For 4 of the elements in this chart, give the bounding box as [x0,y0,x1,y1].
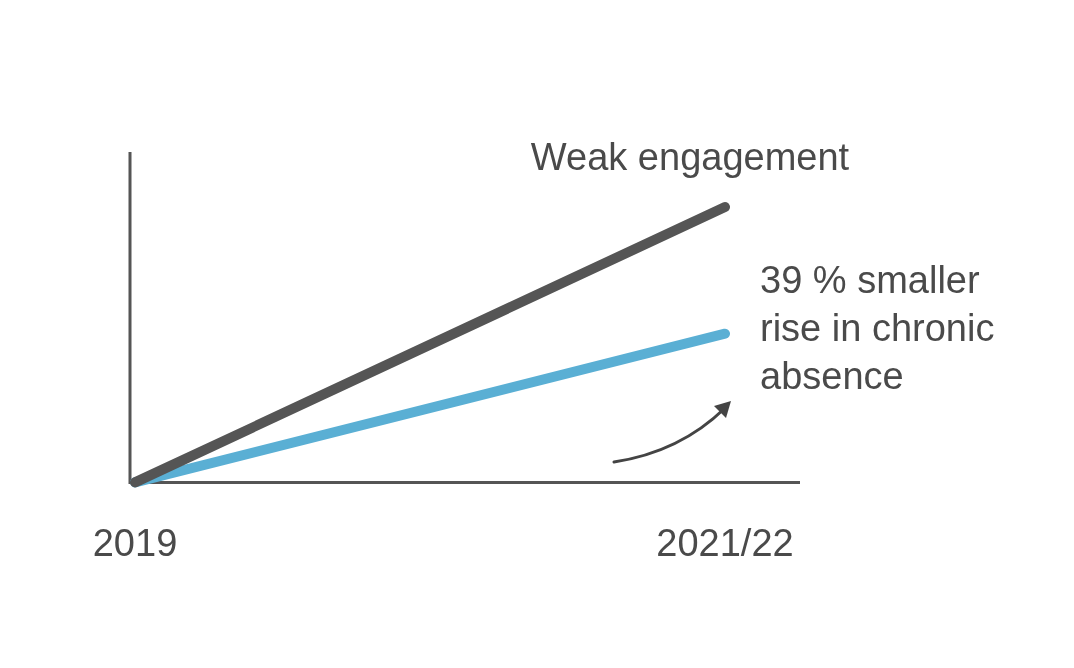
x-tick-label: 2021/22 [656,521,794,564]
annotation: 39 % smaller rise in chronic absence [760,259,995,398]
series-label: Weak engagement [530,136,850,179]
x-tick-label: 2019 [92,521,178,564]
